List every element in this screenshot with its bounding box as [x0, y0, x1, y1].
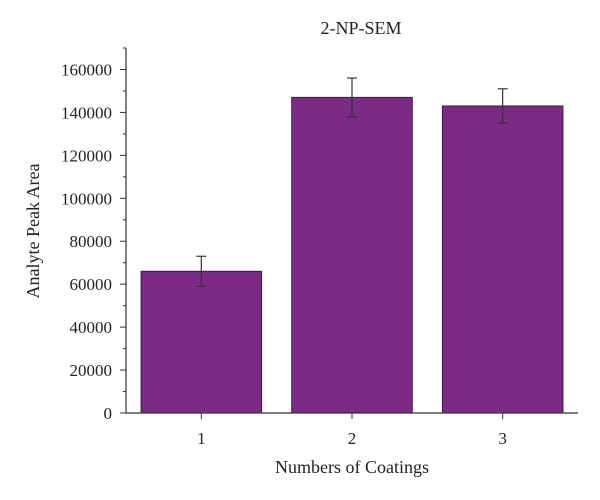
y-tick-label: 100000 — [61, 189, 112, 208]
y-tick-label: 160000 — [61, 60, 112, 79]
y-tick-label: 40000 — [70, 318, 113, 337]
y-tick-label: 20000 — [70, 361, 113, 380]
bar — [140, 270, 263, 414]
x-tick-label: 3 — [498, 429, 507, 448]
y-tick-label: 0 — [104, 404, 113, 423]
x-tick-label: 2 — [348, 429, 357, 448]
y-tick-label: 60000 — [70, 275, 113, 294]
chart-title: 2-NP-SEM — [320, 18, 401, 38]
y-tick-label: 140000 — [61, 103, 112, 122]
x-tick-label: 1 — [197, 429, 206, 448]
y-axis-title: Analyte Peak Area — [23, 164, 43, 299]
y-tick-label: 80000 — [70, 232, 113, 251]
plot-area: 0 20000 40000 60000 80000 100000 120000 140000 1… — [61, 47, 578, 448]
x-axis-title: Numbers of Coatings — [275, 457, 429, 477]
bar — [441, 105, 564, 414]
y-tick-label: 120000 — [61, 146, 112, 165]
bar — [291, 96, 413, 414]
